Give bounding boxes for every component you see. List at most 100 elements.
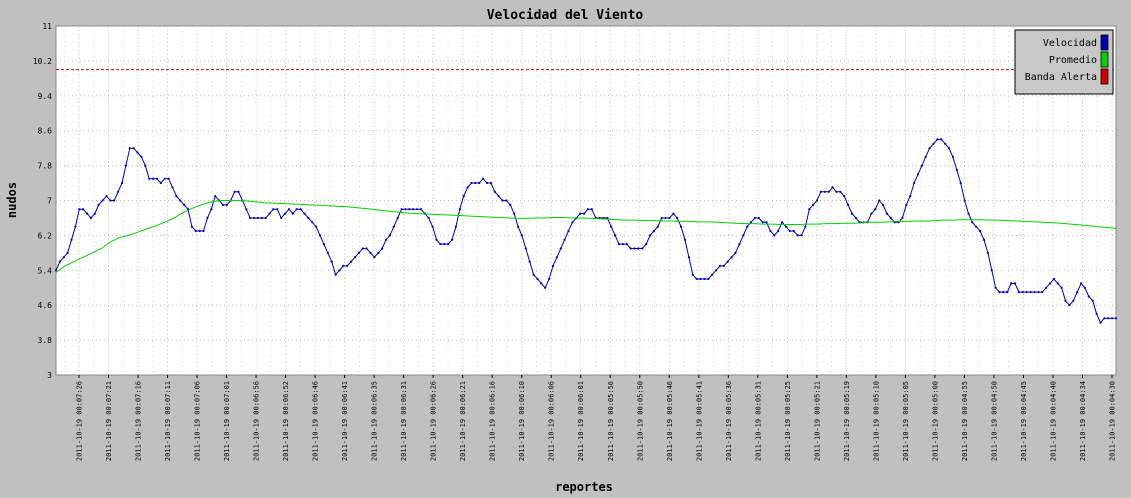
velocidad-point (990, 269, 993, 272)
velocidad-point (746, 225, 749, 228)
velocidad-point (105, 195, 108, 198)
velocidad-point (579, 212, 582, 215)
velocidad-point (955, 168, 958, 172)
velocidad-point (982, 238, 986, 241)
y-axis: 3 3.8 4.6 5.4 6.2 7 7.8 8.6 9.4 10.2 11 (33, 22, 52, 380)
velocidad-point (827, 190, 830, 193)
velocidad-point (450, 238, 454, 241)
velocidad-point (501, 199, 504, 202)
velocidad-point (621, 243, 625, 246)
velocidad-point (93, 212, 96, 215)
x-tick-label: 2011-10-19 00:04:40 (1049, 381, 1057, 461)
velocidad-point (975, 225, 978, 228)
velocidad-point (346, 264, 349, 267)
velocidad-point (536, 277, 539, 281)
velocidad-point (513, 212, 516, 215)
velocidad-point (1103, 317, 1106, 320)
legend-swatch (1100, 34, 1109, 51)
velocidad-point (400, 208, 403, 211)
velocidad-point (1025, 291, 1028, 294)
series-group (54, 69, 1118, 324)
velocidad-point (839, 190, 842, 193)
velocidad-point (194, 229, 197, 233)
velocidad-point (295, 208, 298, 211)
velocidad-point (924, 155, 927, 158)
velocidad-point (159, 181, 162, 185)
velocidad-point (505, 199, 508, 202)
velocidad-point (959, 181, 962, 185)
velocidad-point (749, 221, 753, 224)
velocidad-point (1045, 286, 1048, 289)
velocidad-point (1029, 291, 1032, 294)
velocidad-point (152, 177, 155, 180)
velocidad-point (155, 177, 159, 180)
x-tick-label: 2011-10-19 00:04:45 (1020, 381, 1028, 461)
velocidad-point (210, 208, 213, 211)
velocidad-point (458, 208, 461, 211)
x-axis-label: reportes (555, 480, 613, 494)
velocidad-point (916, 173, 920, 176)
velocidad-point (101, 199, 104, 202)
velocidad-point (408, 208, 411, 211)
x-tick-label: 2011-10-19 00:06:10 (518, 381, 526, 461)
velocidad-point (1056, 282, 1059, 285)
velocidad-point (913, 181, 916, 185)
velocidad-point (493, 190, 496, 193)
legend-label: Velocidad (1043, 38, 1097, 49)
x-tick-label: 2011-10-19 00:05:36 (725, 381, 733, 461)
velocidad-point (268, 212, 271, 215)
velocidad-point (392, 225, 395, 228)
x-tick-label: 2011-10-19 00:05:56 (607, 381, 615, 461)
velocidad-point (586, 208, 590, 211)
velocidad-point (951, 155, 955, 158)
velocidad-point (74, 225, 77, 228)
velocidad-point (478, 181, 481, 185)
velocidad-point (742, 234, 745, 237)
velocidad-point (384, 238, 388, 241)
velocidad-point (70, 238, 73, 241)
velocidad-point (551, 264, 555, 267)
velocidad-point (548, 277, 551, 281)
velocidad-point (1060, 286, 1063, 289)
velocidad-point (707, 277, 710, 281)
x-tick-label: 2011-10-19 00:05:50 (636, 381, 644, 461)
x-tick-label: 2011-10-19 00:06:16 (489, 381, 497, 461)
velocidad-point (1017, 291, 1021, 294)
velocidad-point (311, 221, 314, 224)
y-tick-label: 6.2 (38, 231, 53, 240)
velocidad-point (334, 273, 337, 276)
velocidad-point (342, 264, 345, 267)
velocidad-point (54, 269, 58, 272)
velocidad-point (606, 216, 609, 220)
velocidad-point (225, 203, 228, 206)
velocidad-point (986, 251, 990, 254)
velocidad-point (1107, 317, 1110, 320)
velocidad-point (260, 216, 263, 220)
velocidad-point (730, 256, 733, 259)
x-tick-label: 2011-10-19 00:04:55 (961, 381, 969, 461)
velocidad-point (454, 225, 457, 228)
x-tick-label: 2011-10-19 00:07:21 (105, 381, 113, 461)
velocidad-point (683, 238, 687, 241)
velocidad-point (466, 186, 469, 189)
velocidad-point (1114, 317, 1118, 320)
y-tick-label: 3 (47, 371, 52, 380)
velocidad-point (590, 208, 593, 211)
velocidad-point (183, 203, 186, 206)
velocidad-point (256, 216, 259, 220)
y-tick-label: 7 (47, 197, 52, 206)
velocidad-point (637, 247, 640, 250)
velocidad-point (695, 277, 698, 281)
velocidad-point (909, 195, 912, 198)
velocidad-point (1095, 312, 1098, 315)
velocidad-point (1099, 321, 1102, 324)
y-tick-label: 9.4 (38, 92, 53, 101)
velocidad-point (761, 221, 764, 224)
x-tick-label: 2011-10-19 00:04:34 (1079, 381, 1087, 461)
velocidad-point (540, 282, 543, 285)
velocidad-point (381, 247, 384, 250)
velocidad-point (280, 216, 283, 220)
velocidad-point (571, 221, 574, 224)
velocidad-point (738, 243, 741, 246)
velocidad-point (963, 199, 966, 202)
